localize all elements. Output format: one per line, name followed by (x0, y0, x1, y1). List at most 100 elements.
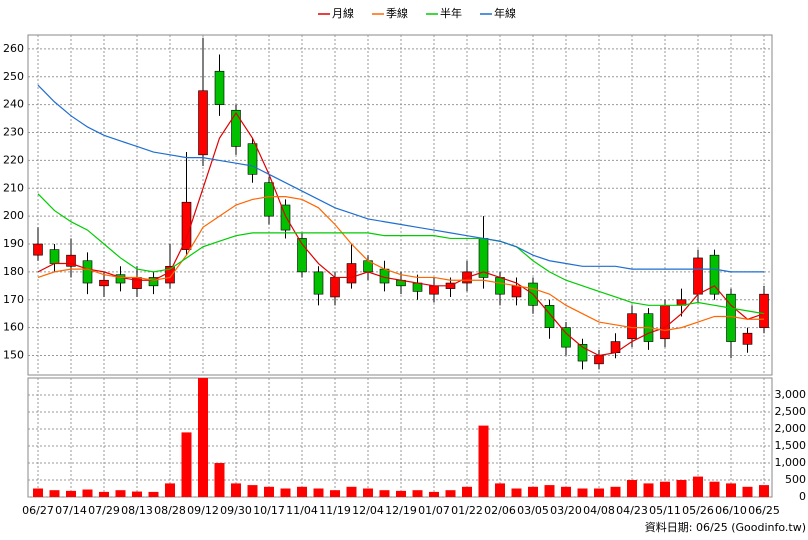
x-tick-label: 05/11 (649, 504, 681, 517)
candle-body (742, 332, 753, 345)
volume-bar (693, 476, 703, 497)
ma-line (37, 111, 765, 357)
x-tick-label: 01/22 (451, 504, 483, 517)
y-tick-label: 200 (3, 209, 24, 222)
volume-bar (363, 488, 373, 497)
volume-bar (478, 425, 489, 497)
x-tick-label: 08/28 (154, 504, 186, 517)
candle-body (198, 90, 208, 156)
volume-bar (198, 378, 208, 497)
x-tick-label: 10/17 (253, 504, 285, 517)
candle-body (297, 238, 307, 273)
volume-bar (660, 481, 670, 497)
candle-body (247, 143, 258, 175)
volume-bar (561, 486, 571, 497)
x-tick-label: 04/23 (616, 504, 648, 517)
candle-body (693, 257, 703, 295)
volume-bar (82, 489, 93, 497)
candle-body (544, 305, 555, 328)
candle-body (313, 271, 324, 295)
candle-body (214, 70, 225, 105)
y-tick-label: 240 (3, 98, 24, 111)
y2-tick-label: 1,000 (775, 456, 807, 469)
candle-body (709, 254, 720, 295)
volume-bar (643, 483, 654, 497)
volume-panel (27, 377, 773, 498)
candle-body (181, 201, 192, 250)
y-tick-label: 260 (3, 42, 24, 55)
y2-tick-label: 500 (785, 473, 806, 486)
candle-body (330, 277, 340, 298)
candle-body (115, 274, 126, 284)
volume-bar (429, 491, 439, 497)
candle-body (495, 277, 505, 295)
candle-body (231, 109, 241, 147)
x-tick-label: 05/26 (682, 504, 714, 517)
volume-bar (313, 488, 324, 497)
volume-bar (528, 486, 538, 497)
volume-bar (231, 483, 241, 497)
x-tick-label: 03/20 (550, 504, 582, 517)
candle-body (759, 293, 769, 328)
volume-bar (297, 486, 307, 497)
y-tick-label: 210 (3, 181, 24, 194)
x-tick-label: 08/13 (121, 504, 153, 517)
candle-body (726, 293, 736, 342)
volume-bar (627, 480, 637, 497)
x-tick-label: 09/30 (220, 504, 252, 517)
y2-tick-label: 2,500 (775, 405, 807, 418)
price-panel (27, 34, 773, 376)
volume-bar (214, 463, 225, 497)
candle-body (594, 355, 604, 365)
volume-bar (577, 488, 588, 497)
volume-bar (132, 491, 142, 497)
candle-body (82, 260, 93, 284)
legend-label: 半年 (440, 6, 462, 20)
x-tick-label: 04/08 (583, 504, 615, 517)
y-tick-label: 220 (3, 153, 24, 166)
ma-line (37, 193, 765, 315)
x-tick-label: 06/25 (748, 504, 780, 517)
legend-label: 季線 (386, 6, 408, 20)
volume-bar (165, 483, 175, 497)
volume-bar (148, 491, 159, 497)
y-tick-label: 170 (3, 293, 24, 306)
volume-bar (709, 481, 720, 497)
volume-bar (759, 485, 769, 497)
candle-body (561, 327, 571, 348)
volume-bar (49, 490, 60, 497)
y-tick-label: 180 (3, 265, 24, 278)
ma-line (37, 84, 764, 273)
volume-bar (726, 483, 736, 497)
volume-bar (33, 488, 43, 497)
x-tick-label: 06/10 (715, 504, 747, 517)
y-tick-label: 160 (3, 321, 24, 334)
candle-body (49, 249, 60, 264)
volume-bar (99, 491, 109, 497)
y2-tick-label: 2,000 (775, 422, 807, 435)
volume-bar (346, 486, 357, 497)
volume-bar (330, 490, 340, 497)
volume-bar (610, 486, 621, 497)
volume-bar (396, 490, 406, 497)
volume-bar (676, 480, 687, 497)
x-tick-label: 09/12 (187, 504, 219, 517)
candle-body (577, 344, 588, 362)
volume-bar (379, 490, 390, 497)
legend-label: 年線 (494, 6, 516, 20)
candle-body (33, 243, 43, 256)
candle-body (66, 254, 76, 267)
candle-body (627, 313, 637, 340)
x-tick-label: 12/19 (385, 504, 417, 517)
x-tick-label: 12/04 (352, 504, 384, 517)
x-tick-label: 11/04 (286, 504, 318, 517)
volume-bar (445, 490, 456, 497)
volume-bar (280, 488, 291, 497)
candle-body (264, 182, 274, 217)
candle-body (346, 263, 357, 284)
x-tick-label: 01/07 (418, 504, 450, 517)
candle-body (412, 282, 423, 292)
volume-bar (247, 485, 258, 497)
y-tick-label: 230 (3, 126, 24, 139)
